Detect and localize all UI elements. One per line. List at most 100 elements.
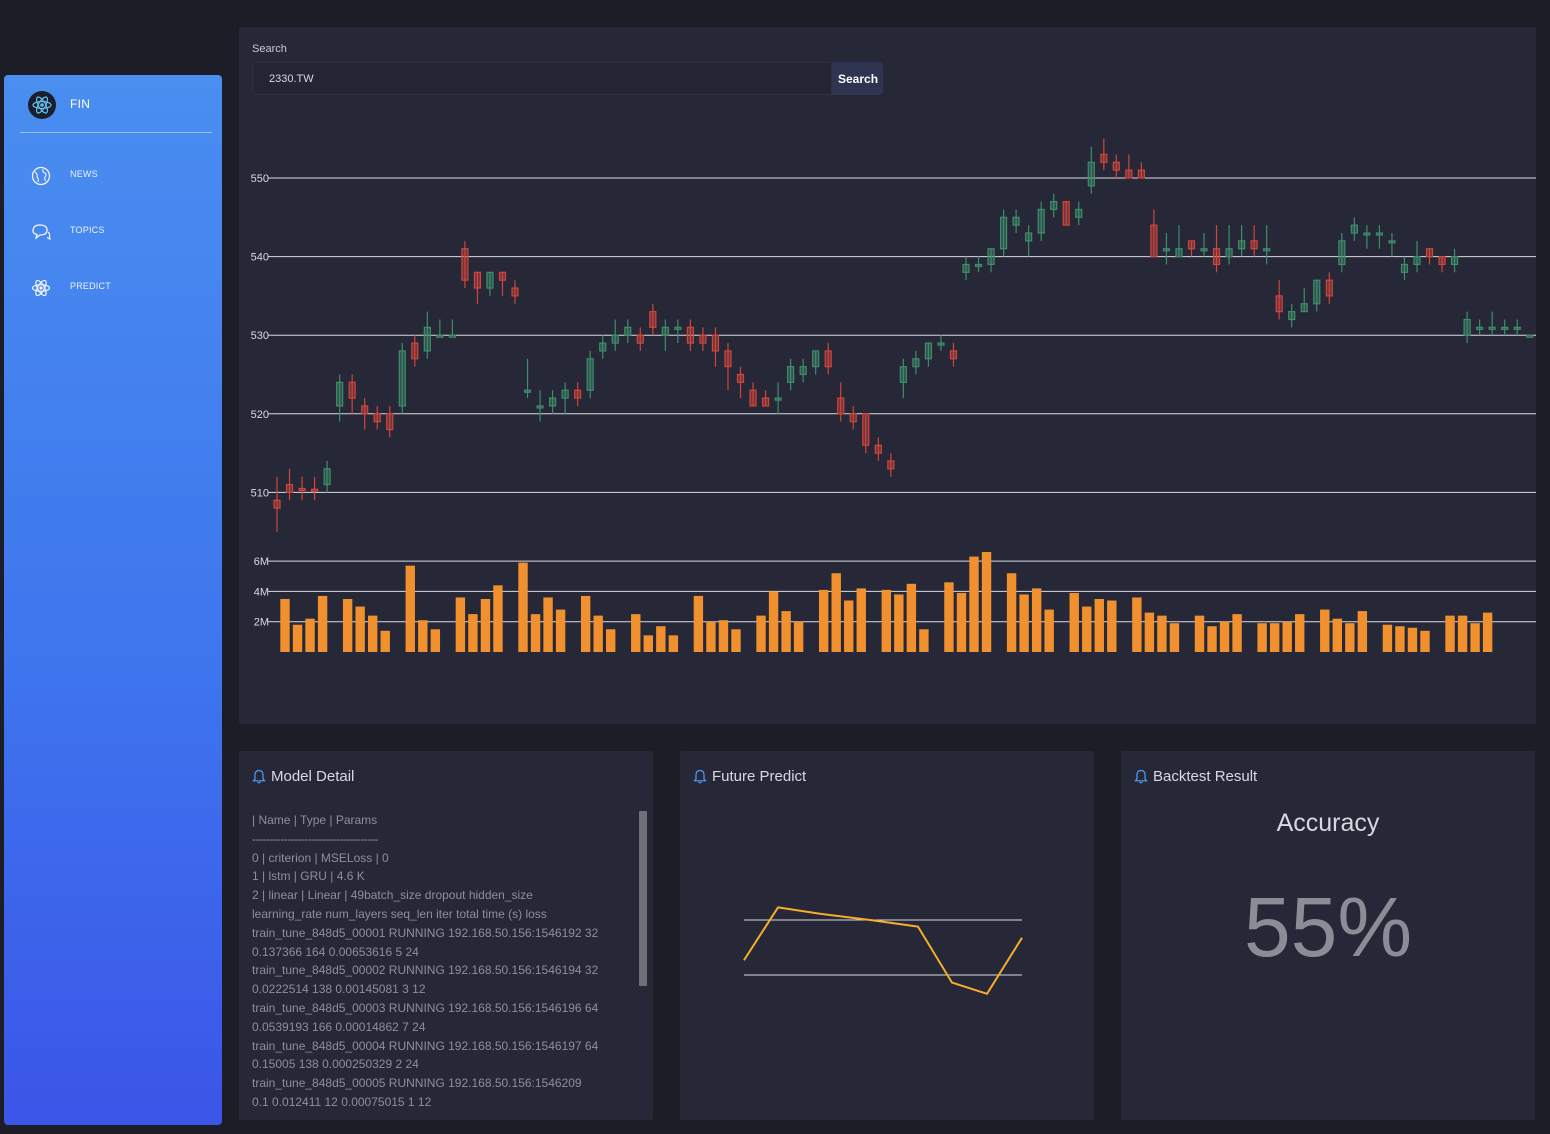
bell-icon	[1134, 769, 1148, 783]
price-tick-label: 510	[251, 487, 269, 499]
volume-tick-label: 4M	[254, 586, 269, 598]
volume-bar	[894, 594, 904, 652]
volume-bar	[580, 595, 591, 652]
stock-chart[interactable]: 510 520 530 540 550 2M 4M 6M	[239, 27, 1536, 724]
candle-body	[1425, 248, 1434, 258]
model-detail-card: Model Detail | Name | Type | Params -----…	[239, 751, 653, 1120]
candle-body	[987, 248, 995, 266]
candle-body	[899, 366, 907, 383]
volume-bar	[1006, 573, 1017, 652]
candle-body	[824, 350, 832, 368]
card-header: Backtest Result	[1134, 766, 1257, 786]
candle-body	[874, 444, 882, 454]
candle-body	[574, 389, 582, 399]
volume-bar	[1157, 615, 1167, 652]
volume-bar	[555, 609, 566, 652]
volume-bar	[317, 595, 328, 652]
sidebar-item-news[interactable]: NEWS	[4, 155, 222, 195]
price-tick-label: 550	[251, 173, 269, 185]
volume-bar	[693, 595, 704, 652]
model-log[interactable]: | Name | Type | Params ------------------…	[252, 811, 630, 1106]
volume-bar	[1019, 594, 1029, 652]
log-line: 0.15005 138 0.000250329 2 24	[252, 1057, 419, 1072]
candle-body	[1125, 169, 1133, 179]
sidebar-item-predict[interactable]: PREDICT	[4, 267, 222, 307]
brand[interactable]: FIN	[4, 75, 222, 133]
log-line: 0 | criterion | MSELoss | 0	[252, 850, 389, 865]
candle-body	[661, 326, 669, 336]
candle-body	[1150, 224, 1158, 258]
volume-bar	[718, 620, 729, 652]
volume-bar	[1207, 626, 1217, 652]
candle-body	[323, 468, 331, 486]
candle-body	[436, 334, 444, 338]
search-label: Search	[252, 43, 287, 55]
price-tick-label: 520	[251, 409, 269, 421]
log-scrollbar[interactable]	[639, 811, 647, 1106]
candle-body	[1313, 279, 1321, 305]
sidebar-item-label: TOPICS	[70, 225, 105, 235]
volume-tick-label: 6M	[254, 556, 269, 568]
volume-bar	[856, 588, 866, 652]
bell-icon	[252, 769, 266, 783]
volume-bar	[530, 614, 541, 652]
sidebar-item-topics[interactable]: TOPICS	[4, 211, 222, 251]
candle-body	[461, 248, 469, 281]
scrollbar-thumb[interactable]	[639, 811, 647, 986]
volume-bar	[1345, 623, 1355, 652]
volume-bar	[1144, 612, 1155, 652]
candle-body	[448, 334, 456, 338]
candle-body	[1450, 256, 1459, 266]
candle-body	[1225, 248, 1233, 258]
volume-bar	[731, 629, 741, 652]
candle-body	[599, 342, 607, 352]
log-line: 0.1 0.012411 12 0.00075015 1 12	[252, 1094, 432, 1106]
candle-body	[1363, 232, 1371, 236]
volume-bar	[518, 562, 528, 652]
log-line: 0.0539193 166 0.00014862 7 24	[252, 1019, 426, 1034]
candle-body	[649, 311, 657, 328]
candle-body	[1350, 224, 1358, 234]
volume-bar	[1194, 615, 1205, 652]
volume-bar	[881, 589, 892, 652]
candle-body	[1075, 208, 1083, 218]
volume-bar	[631, 614, 641, 652]
candle-body	[1087, 161, 1095, 187]
candle-body	[724, 350, 732, 368]
volume-bar	[543, 597, 553, 652]
log-line: 0.137366 164 0.00653616 5 24	[252, 944, 419, 959]
volume-bar	[1107, 600, 1117, 652]
sidebar-item-label: PREDICT	[70, 281, 111, 291]
volume-bar	[706, 621, 716, 652]
log-line: 0.0222514 138 0.00145081 3 12	[252, 982, 426, 997]
volume-tick-label: 2M	[254, 617, 269, 629]
candle-body	[1413, 256, 1421, 266]
volume-bar	[668, 635, 679, 652]
candle-body	[1300, 303, 1308, 313]
candle-body	[298, 487, 306, 492]
volume-bar	[493, 585, 503, 652]
volume-bar	[342, 598, 353, 652]
volume-bar	[1082, 606, 1092, 652]
candle-body	[674, 326, 682, 330]
candle-body	[348, 381, 356, 399]
react-atom-icon	[28, 91, 56, 119]
candle-body	[849, 413, 857, 423]
candle-body	[1275, 295, 1283, 313]
candle-body	[561, 389, 569, 399]
candle-body	[1025, 232, 1033, 242]
search-input[interactable]	[252, 62, 832, 95]
volume-bar	[1269, 623, 1280, 652]
atom-icon	[30, 277, 52, 299]
candle-body	[1513, 326, 1521, 330]
candle-body	[1212, 248, 1221, 266]
candle-body	[937, 342, 945, 346]
candle-body	[1100, 153, 1108, 163]
volume-bar	[768, 591, 779, 652]
search-button[interactable]: Search	[832, 62, 883, 95]
price-tick-label: 540	[251, 252, 269, 264]
volume-bar	[1169, 623, 1180, 652]
volume-bar	[430, 629, 441, 652]
volume-bar	[756, 615, 766, 652]
future-predict-card: Future Predict	[680, 751, 1094, 1120]
